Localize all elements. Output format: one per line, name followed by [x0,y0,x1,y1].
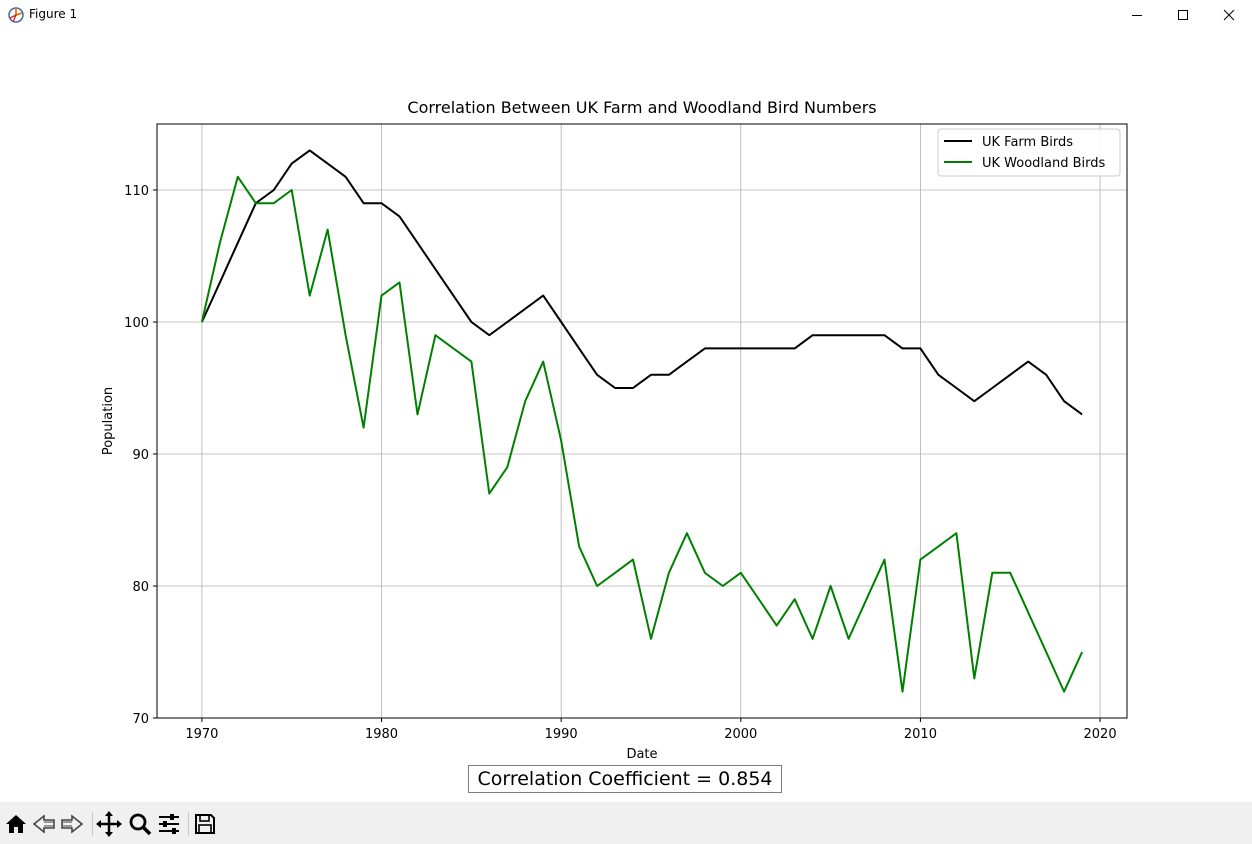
y-tick-label: 110 [124,184,149,199]
figure-canvas: 1970 1980 1990 2000 2010 2020 70 80 90 100 110 Cor… [0,30,1252,802]
home-button[interactable] [3,811,29,837]
y-axis-label: Population [101,387,116,455]
y-tick-label: 90 [132,448,149,463]
legend-label: UK Farm Birds [982,135,1073,150]
maximize-button[interactable] [1160,0,1206,30]
legend-label: UK Woodland Birds [982,156,1106,171]
close-button[interactable] [1206,0,1252,30]
forward-icon [61,814,84,834]
series-line-uk-farm-birds [200,149,1083,416]
x-tick-label: 1970 [185,727,218,742]
minimize-button[interactable] [1114,0,1160,30]
x-tick-label: 1990 [545,727,578,742]
title-bar: Figure 1 [0,0,1252,30]
x-axis-label: Date [626,747,657,760]
y-tick-label: 70 [132,712,149,727]
forward-button[interactable] [59,811,85,837]
x-tick-label: 2020 [1084,727,1117,742]
y-tick-label: 80 [132,580,149,595]
legend: UK Farm Birds UK Woodland Birds [937,128,1121,177]
minimize-icon [1132,15,1142,16]
legend-box [937,128,1121,177]
toolbar-separator [188,812,189,836]
line-chart: 1970 1980 1990 2000 2010 2020 70 80 90 100 110 Cor… [101,98,1128,760]
x-tick-label: 1980 [365,727,398,742]
chart-title: Correlation Between UK Farm and Woodland… [407,98,876,117]
close-icon [1223,9,1235,21]
correlation-annotation: Correlation Coefficient = 0.854 [468,765,782,793]
x-tick-label: 2000 [724,727,757,742]
save-button[interactable] [192,811,218,837]
pan-button[interactable] [96,811,122,837]
back-button[interactable] [31,811,57,837]
toolbar-separator [92,812,93,836]
configure-subplots-button[interactable] [156,811,182,837]
y-tick-label: 100 [124,316,149,331]
app-icon [8,7,24,23]
configure-subplots-icon [159,814,179,834]
maximize-icon [1178,10,1188,20]
zoom-icon [129,813,152,836]
x-tick-label: 2010 [904,727,937,742]
home-icon [6,815,26,833]
axes-frame [156,123,1128,719]
series-line-uk-woodland-birds [200,175,1084,693]
pan-icon [96,811,122,837]
navigation-toolbar [0,802,1252,844]
save-icon [195,814,215,834]
back-icon [32,814,55,834]
zoom-button[interactable] [127,811,153,837]
window-title: Figure 1 [29,7,78,21]
